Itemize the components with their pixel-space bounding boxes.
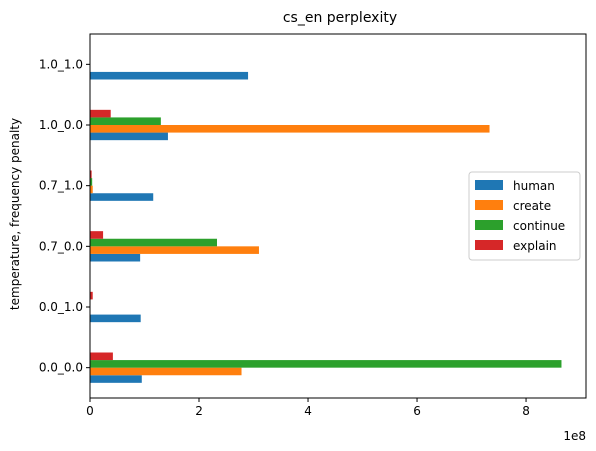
bar-continue-1.0_0.0 <box>90 117 161 125</box>
bar-explain-0.7_0.0 <box>90 231 104 239</box>
x-tick-label: 8 <box>522 404 530 418</box>
bar-continue-0.7_1.0 <box>90 178 93 186</box>
y-tick-label: 0.7_0.0 <box>39 239 83 253</box>
bar-continue-0.0_0.0 <box>90 360 562 368</box>
bar-create-0.0_0.0 <box>90 367 242 376</box>
bar-human-1.0_1.0 <box>90 71 249 80</box>
y-axis-label: temperature, frequency penalty <box>8 118 22 310</box>
bar-create-1.0_0.0 <box>90 125 490 133</box>
bar-explain-1.0_0.0 <box>90 109 111 118</box>
bars-group <box>90 71 562 383</box>
bar-human-0.0_0.0 <box>90 375 142 383</box>
legend-label-create: create <box>513 199 551 213</box>
y-tick-label: 0.0_1.0 <box>39 300 83 314</box>
legend-label-human: human <box>513 179 555 193</box>
bar-human-1.0_0.0 <box>90 132 168 141</box>
bar-explain-0.0_0.0 <box>90 352 113 361</box>
legend: human create continue explain <box>468 171 581 261</box>
legend-box <box>468 171 581 261</box>
x-tick-label: 4 <box>304 404 312 418</box>
legend-label-explain: explain <box>513 239 557 253</box>
y-tick-label: 1.0_0.0 <box>39 118 83 132</box>
plot-frame <box>89 33 587 399</box>
bar-human-0.7_1.0 <box>90 193 154 201</box>
chart-title: cs_en perplexity <box>283 10 397 26</box>
legend-swatch-create <box>475 200 503 210</box>
x-offset-label: 1e8 <box>563 429 586 443</box>
bar-explain-0.0_1.0 <box>90 291 93 300</box>
y-tick-label: 0.7_1.0 <box>39 179 83 193</box>
y-ticks-group: 0.0_0.0 0.0_1.0 0.7_0.0 0.7_1.0 1.0_0.0 1.0_1… <box>39 57 90 375</box>
bar-explain-0.7_1.0 <box>90 170 92 179</box>
x-tick-label: 0 <box>86 404 94 418</box>
legend-label-continue: continue <box>513 219 565 233</box>
x-tick-label: 6 <box>413 404 421 418</box>
x-tick-label: 2 <box>195 404 203 418</box>
bar-create-0.7_1.0 <box>90 185 93 194</box>
bar-human-0.7_0.0 <box>90 253 141 262</box>
bar-human-0.0_1.0 <box>90 314 141 323</box>
legend-swatch-explain <box>475 240 503 250</box>
bar-continue-0.7_0.0 <box>90 238 217 247</box>
bar-create-0.7_0.0 <box>90 246 259 254</box>
legend-swatch-continue <box>475 220 503 230</box>
y-tick-label: 0.0_0.0 <box>39 361 83 375</box>
x-ticks-group: 0 2 4 6 8 <box>86 398 530 418</box>
y-tick-label: 1.0_1.0 <box>39 57 83 71</box>
legend-swatch-human <box>475 180 503 190</box>
